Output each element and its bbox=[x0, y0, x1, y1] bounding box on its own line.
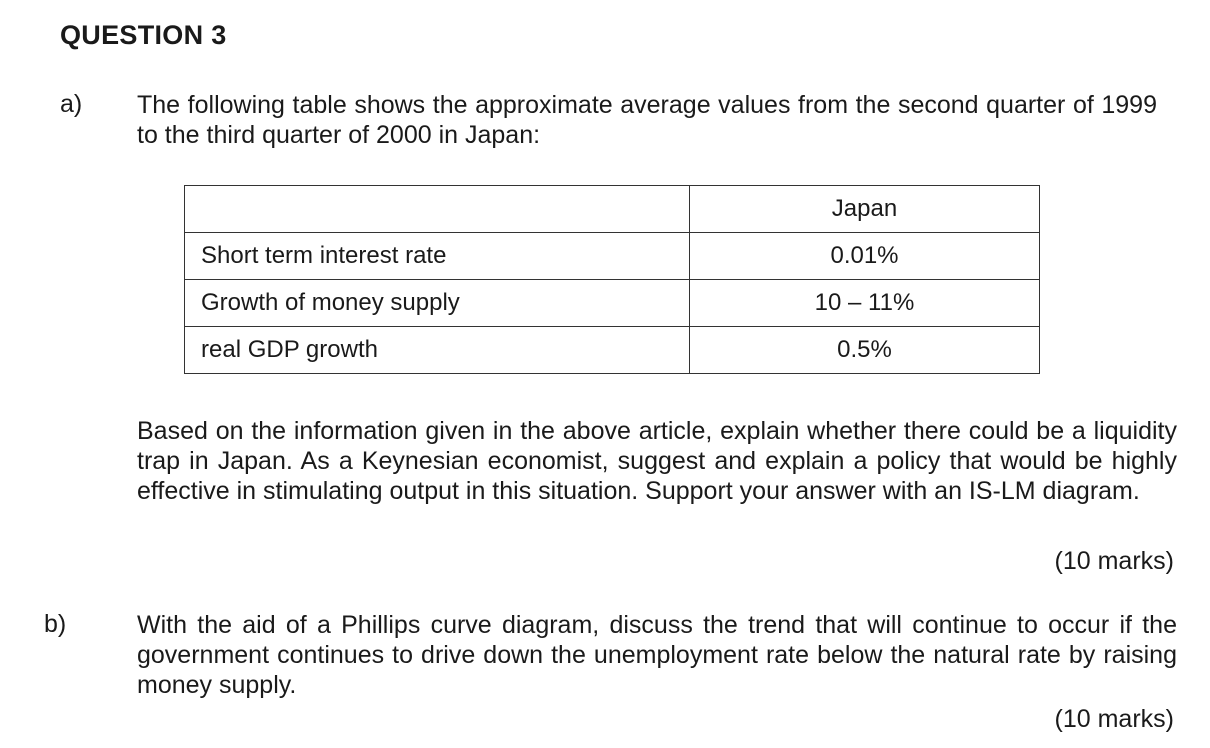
row-value-money-supply: 10 – 11% bbox=[689, 279, 1040, 327]
table-header-empty bbox=[184, 185, 690, 233]
data-table: Japan Short term interest rate 0.01% Gro… bbox=[184, 185, 1040, 374]
table-row: Growth of money supply 10 – 11% bbox=[184, 279, 1040, 327]
part-b-letter: b) bbox=[44, 610, 67, 638]
part-b-marks: (10 marks) bbox=[1054, 705, 1174, 733]
question-title: QUESTION 3 bbox=[60, 20, 227, 50]
part-a-question: Based on the information given in the ab… bbox=[137, 417, 1177, 505]
table-header-row: Japan bbox=[184, 185, 1040, 233]
row-label-interest-rate: Short term interest rate bbox=[184, 232, 690, 280]
row-label-gdp-growth: real GDP growth bbox=[184, 326, 690, 374]
part-b-question: With the aid of a Phillips curve diagram… bbox=[137, 611, 1177, 699]
row-value-interest-rate: 0.01% bbox=[689, 232, 1040, 280]
row-label-money-supply: Growth of money supply bbox=[184, 279, 690, 327]
part-a-marks: (10 marks) bbox=[1054, 547, 1174, 575]
part-a-intro: The following table shows the approximat… bbox=[137, 91, 1157, 149]
table-row: real GDP growth 0.5% bbox=[184, 326, 1040, 374]
part-a-letter: a) bbox=[60, 90, 83, 118]
table-header-japan: Japan bbox=[689, 185, 1040, 233]
row-value-gdp-growth: 0.5% bbox=[689, 326, 1040, 374]
table-row: Short term interest rate 0.01% bbox=[184, 232, 1040, 280]
